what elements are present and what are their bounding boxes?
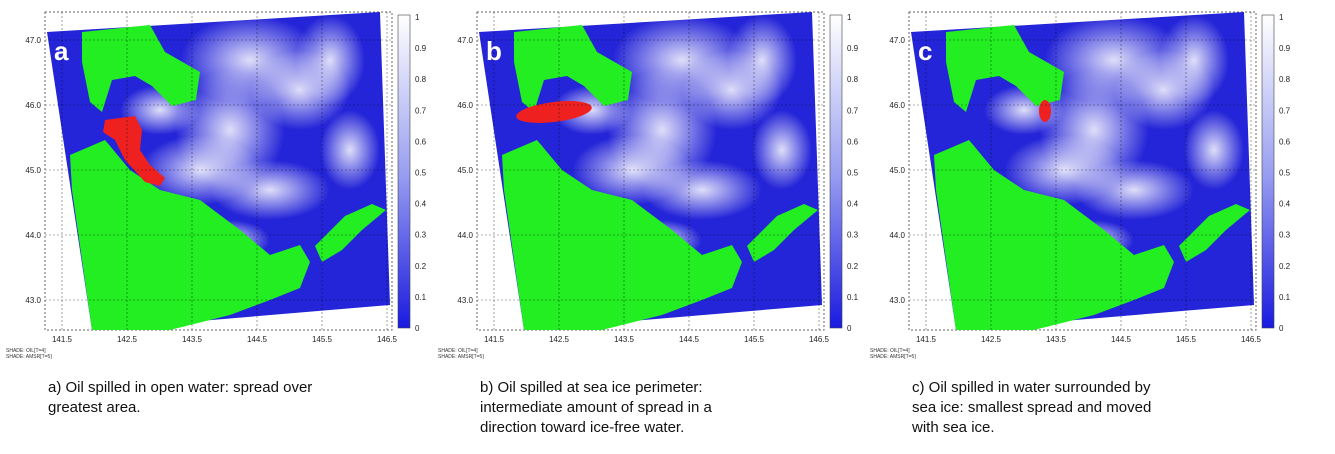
lon-label: 145.5	[312, 335, 333, 344]
lat-label: 47.0	[25, 36, 41, 45]
colorbar-label: 1	[415, 13, 420, 22]
lat-label: 46.0	[25, 101, 41, 110]
colorbar-label: 0	[1279, 324, 1284, 333]
caption-line: greatest area.	[48, 399, 141, 416]
colorbar	[398, 15, 410, 328]
caption-line: b) Oil spilled at sea ice perimeter:	[480, 379, 703, 396]
colorbar-label: 0.4	[847, 200, 859, 209]
colorbar-label: 0.9	[1279, 44, 1291, 53]
lon-label: 141.5	[484, 335, 505, 344]
sea-ice	[295, 15, 365, 105]
lat-label: 43.0	[889, 296, 905, 305]
lon-label: 146.5	[809, 335, 830, 344]
lat-label: 44.0	[457, 231, 473, 240]
colorbar-label: 0.5	[415, 169, 427, 178]
colorbar-label: 0.3	[1279, 231, 1291, 240]
colorbar-label: 0.8	[847, 75, 859, 84]
panel-letter: a	[54, 36, 69, 66]
lon-label: 142.5	[549, 335, 570, 344]
colorbar-label: 0	[415, 324, 420, 333]
colorbar-label: 0.2	[415, 262, 427, 271]
lon-label: 143.5	[182, 335, 203, 344]
lon-label: 142.5	[981, 335, 1002, 344]
lon-label: 142.5	[117, 335, 138, 344]
lat-label: 46.0	[889, 101, 905, 110]
lon-label: 143.5	[614, 335, 635, 344]
lat-label: 44.0	[889, 231, 905, 240]
lon-label: 145.5	[744, 335, 765, 344]
colorbar-label: 0.1	[847, 293, 859, 302]
lon-label: 144.5	[679, 335, 700, 344]
caption-line: a) Oil spilled in open water: spread ove…	[48, 379, 312, 396]
colorbar	[830, 15, 842, 328]
colorbar-label: 0.9	[847, 44, 859, 53]
shade-label: SHADE: AMSR[T=5]	[870, 354, 916, 360]
lat-label: 43.0	[25, 296, 41, 305]
caption-line: direction toward ice-free water.	[480, 419, 684, 436]
colorbar-label: 0.3	[415, 231, 427, 240]
lon-label: 141.5	[916, 335, 937, 344]
colorbar-label: 0.8	[1279, 75, 1291, 84]
lat-label: 45.0	[889, 166, 905, 175]
sea-ice	[1074, 160, 1194, 220]
colorbar-label: 1	[847, 13, 852, 22]
lon-label: 145.5	[1176, 335, 1197, 344]
sea-ice	[1159, 15, 1229, 105]
colorbar-label: 0.8	[415, 75, 427, 84]
colorbar-label: 0.7	[1279, 106, 1291, 115]
colorbar-label: 0.4	[415, 200, 427, 209]
caption-line: c) Oil spilled in water surrounded by	[912, 379, 1151, 396]
lon-label: 141.5	[52, 335, 73, 344]
colorbar-label: 0.5	[847, 169, 859, 178]
colorbar	[1262, 15, 1274, 328]
lon-label: 146.5	[377, 335, 398, 344]
colorbar-label: 0.4	[1279, 200, 1291, 209]
figure: 141.5 142.5 143.5 144.5 145.5 146.5 47.0 46.0 45…	[0, 0, 1335, 449]
colorbar-label: 0.6	[847, 137, 859, 146]
sea-ice	[727, 15, 797, 105]
colorbar-label: 0.9	[415, 44, 427, 53]
lon-label: 146.5	[1241, 335, 1262, 344]
lat-label: 43.0	[457, 296, 473, 305]
panel-letter: b	[486, 36, 502, 66]
sea-ice	[752, 110, 812, 190]
colorbar-label: 0.7	[847, 106, 859, 115]
map-panel: 141.5 142.5 143.5 144.5 145.5 146.5 47.0 46.0 45…	[870, 12, 1291, 436]
sea-ice	[642, 160, 762, 220]
colorbar-label: 0.5	[1279, 169, 1291, 178]
sea-ice	[320, 110, 380, 190]
colorbar-label: 0.1	[415, 293, 427, 302]
colorbar-label: 0.6	[1279, 137, 1291, 146]
lat-label: 44.0	[25, 231, 41, 240]
lat-label: 45.0	[457, 166, 473, 175]
map-panel: 141.5 142.5 143.5 144.5 145.5 146.5 47.0 46.0 45…	[6, 12, 427, 416]
colorbar-label: 0.7	[415, 106, 427, 115]
caption-line: intermediate amount of spread in a	[480, 399, 712, 416]
colorbar-label: 1	[1279, 13, 1284, 22]
lon-label: 143.5	[1046, 335, 1067, 344]
lat-label: 45.0	[25, 166, 41, 175]
panel-letter: c	[918, 36, 932, 66]
caption-line: with sea ice.	[911, 419, 995, 436]
lat-label: 47.0	[457, 36, 473, 45]
colorbar-label: 0	[847, 324, 852, 333]
map-panel: 141.5 142.5 143.5 144.5 145.5 146.5 47.0 46.0 45…	[438, 12, 859, 436]
lat-label: 47.0	[889, 36, 905, 45]
colorbar-label: 0.6	[415, 137, 427, 146]
lon-label: 144.5	[247, 335, 268, 344]
colorbar-label: 0.2	[1279, 262, 1291, 271]
shade-label: SHADE: AMSR[T=5]	[438, 354, 484, 360]
colorbar-label: 0.1	[1279, 293, 1291, 302]
oil-spill	[1039, 100, 1051, 122]
shade-label: SHADE: AMSR[T=5]	[6, 354, 52, 360]
lat-label: 46.0	[457, 101, 473, 110]
colorbar-label: 0.2	[847, 262, 859, 271]
lon-label: 144.5	[1111, 335, 1132, 344]
caption-line: sea ice: smallest spread and moved	[912, 399, 1151, 416]
sea-ice	[1184, 110, 1244, 190]
sea-ice	[210, 160, 330, 220]
colorbar-label: 0.3	[847, 231, 859, 240]
